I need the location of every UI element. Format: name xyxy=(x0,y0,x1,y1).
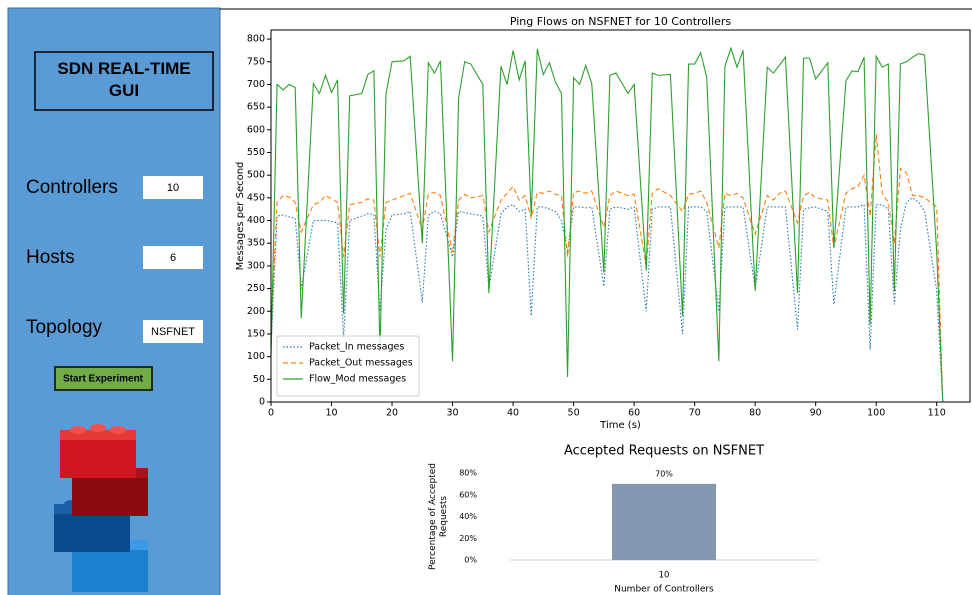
series-line xyxy=(270,197,944,403)
y-tick-label: 250 xyxy=(247,283,265,294)
y-axis-label: Percentage of Accepted Requests xyxy=(428,463,449,570)
x-tick-label: 90 xyxy=(810,408,822,419)
x-tick-label: 60 xyxy=(628,408,640,419)
input-value[interactable]: 6 xyxy=(170,252,176,264)
y-tick-label: 500 xyxy=(247,170,265,181)
y-tick-label: 40% xyxy=(459,512,477,521)
x-tick-label: 40 xyxy=(507,408,519,419)
input-value[interactable]: NSFNET xyxy=(151,326,195,338)
sidebar-title: SDN REAL-TIME GUI xyxy=(57,59,191,100)
y-axis-label: Messages per Second xyxy=(235,162,246,271)
series-line xyxy=(270,46,944,403)
field-label: Controllers xyxy=(26,177,118,198)
y-tick-label: 0% xyxy=(464,556,477,565)
title-wrap: SDN REAL-TIME GUI xyxy=(57,59,191,100)
series-line xyxy=(270,134,944,403)
y-tick-label: 100 xyxy=(247,351,265,362)
x-tick-label: 0 xyxy=(268,408,274,419)
plot-frame xyxy=(270,29,971,403)
input-box[interactable] xyxy=(143,176,203,199)
line-chart: Ping Flows on NSFNET for 10 Controllers 0… xyxy=(235,15,971,431)
x-tick-label: 50 xyxy=(568,408,580,419)
x-tick-label: 10 xyxy=(325,408,337,419)
x-tick-label: 70 xyxy=(689,408,701,419)
value-label: 70% xyxy=(655,469,673,478)
lego-logo xyxy=(54,424,148,592)
y-tick-label: 450 xyxy=(247,192,265,203)
field-label: Hosts xyxy=(26,247,75,268)
y-tick-label: 200 xyxy=(247,306,265,317)
x-tick-label: 100 xyxy=(867,408,885,419)
chart-title: Accepted Requests on NSFNET xyxy=(564,444,764,459)
chart-title: Ping Flows on NSFNET for 10 Controllers xyxy=(510,15,732,28)
x-tick-label: 110 xyxy=(928,408,946,419)
bar-chart: Accepted Requests on NSFNET 0% 20% 40% 60% 80… xyxy=(428,444,818,595)
field-label: Topology xyxy=(26,317,103,338)
y-tick-label: 750 xyxy=(247,56,265,67)
legend-label: Flow_Mod messages xyxy=(309,374,406,385)
y-tick-label: 150 xyxy=(247,328,265,339)
x-tick-label: 30 xyxy=(447,408,459,419)
start-button[interactable] xyxy=(54,366,153,391)
y-tick-label: 650 xyxy=(247,102,265,113)
y-tick-label: 20% xyxy=(459,534,477,543)
legend-label: Packet_In messages xyxy=(309,342,404,353)
y-tick-label: 300 xyxy=(247,260,265,271)
y-tick-label: 50 xyxy=(253,374,265,385)
input-box[interactable] xyxy=(143,246,203,269)
x-tick-label: 20 xyxy=(386,408,398,419)
y-tick-label: 350 xyxy=(247,238,265,249)
y-tick-label: 550 xyxy=(247,147,265,158)
legend-label: Packet_Out messages xyxy=(309,358,413,369)
sidebar: SDN REAL-TIME GUI Controllers 10 Hosts 6… xyxy=(7,7,221,595)
input-value[interactable]: 10 xyxy=(167,182,179,194)
input-box[interactable] xyxy=(143,320,203,343)
x-tick-label: 80 xyxy=(749,408,761,419)
y-tick-label: 700 xyxy=(247,79,265,90)
legend-box xyxy=(276,335,420,397)
x-axis-label: Time (s) xyxy=(599,420,641,431)
y-tick-label: 0 xyxy=(259,397,265,408)
y-tick-label: 80% xyxy=(459,469,477,478)
x-tick-label: 10 xyxy=(659,571,670,581)
bar xyxy=(612,483,716,560)
y-tick-label: 400 xyxy=(247,215,265,226)
y-tick-label: 600 xyxy=(247,124,265,135)
y-axis-label-wrap: Percentage of Accepted Requests xyxy=(428,463,449,570)
y-tick-label: 800 xyxy=(247,34,265,45)
title-box xyxy=(34,51,214,111)
y-tick-label: 60% xyxy=(459,490,477,499)
x-axis-label: Number of Controllers xyxy=(614,585,714,595)
button-label[interactable]: Start Experiment xyxy=(63,374,144,385)
